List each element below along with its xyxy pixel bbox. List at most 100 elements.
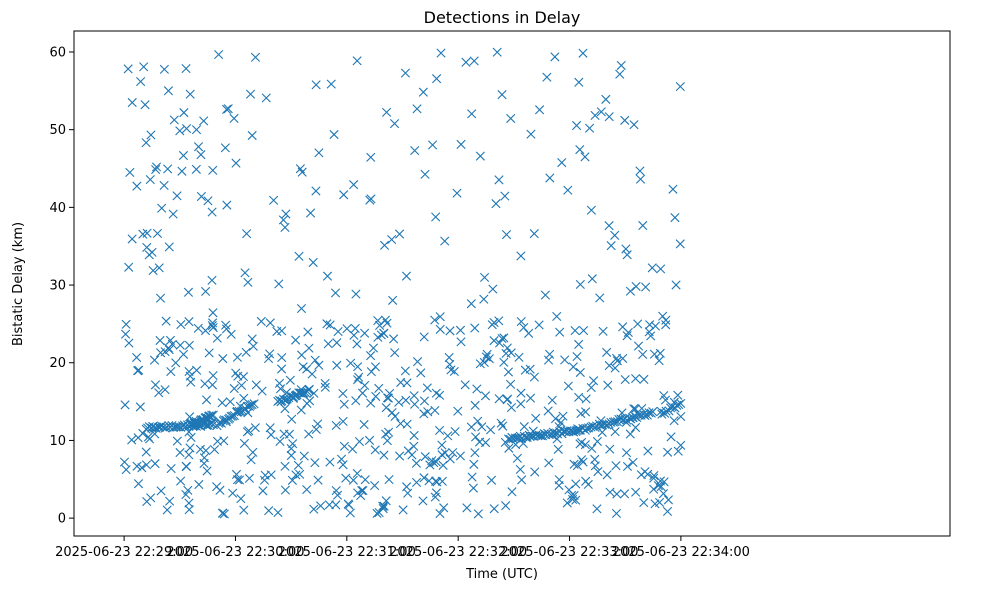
detection-marker [479,272,490,283]
detection-marker [670,213,680,223]
detection-marker [194,479,204,490]
detection-marker [141,447,151,457]
detection-marker [172,436,182,446]
detection-marker [324,500,334,510]
detection-marker [622,461,633,472]
detection-marker [661,406,671,416]
detection-marker [259,475,270,485]
detection-marker [156,486,166,496]
detection-marker [604,221,614,231]
detection-marker [576,408,586,419]
detection-marker [185,443,195,453]
detection-marker [444,352,454,363]
detection-marker [409,441,419,451]
detection-marker [147,247,157,257]
detection-marker [339,190,349,200]
x-tick-label: 2025-06-23 22:31:00 [278,545,416,560]
detection-marker [556,418,566,428]
detection-marker [467,472,477,482]
detection-marker [136,76,146,87]
detection-marker [394,397,404,407]
detection-marker [366,398,376,408]
detection-marker [154,263,164,273]
detection-marker [175,340,185,350]
detection-marker [322,319,332,329]
detection-marker [345,508,355,518]
detection-marker [208,370,218,381]
detection-marker [372,508,382,518]
detection-marker [305,208,316,218]
detection-marker [416,368,426,378]
detection-marker [456,337,466,347]
detection-marker [571,120,582,131]
detection-marker [432,74,442,84]
detection-marker [257,386,267,396]
y-tick-label: 10 [49,434,66,449]
detection-marker [239,505,249,515]
detection-marker [499,357,509,367]
detection-marker [572,351,582,362]
detection-marker [418,496,428,506]
detection-marker [352,56,362,66]
detection-marker [552,311,562,322]
detection-marker [611,508,622,519]
y-axis-label: Bistatic Delay (km) [11,222,26,346]
detection-marker [604,112,614,122]
detection-marker [154,388,164,398]
detection-marker [163,86,174,96]
detection-marker [296,405,306,415]
detection-marker [604,360,614,371]
detection-marker [119,457,130,467]
detection-marker [470,448,480,458]
detection-marker [440,448,450,458]
detection-marker [615,69,625,79]
detection-marker [208,323,218,333]
detection-marker [662,506,673,517]
detection-marker [232,475,243,485]
detection-marker [462,503,472,513]
detection-marker [409,430,419,441]
detection-marker [420,169,430,179]
detection-marker [287,414,297,424]
detection-marker [304,384,314,394]
detection-marker [506,402,517,413]
detection-marker [545,349,555,359]
detection-marker [581,394,591,404]
detection-marker [517,475,527,485]
detection-marker [272,326,282,337]
detection-marker [151,164,161,175]
detection-marker [638,349,648,360]
detection-marker [275,384,286,394]
detection-marker [217,398,227,408]
detection-marker [375,320,385,330]
detection-marker [612,489,622,499]
detection-marker [338,416,348,427]
detection-marker [190,418,201,428]
detection-marker [469,56,479,66]
detection-marker [266,470,276,480]
detection-marker [207,275,217,285]
detection-marker [366,351,376,361]
detection-marker [482,349,492,359]
detection-marker [611,353,622,363]
detection-marker [586,422,596,432]
detection-marker [524,328,534,338]
detection-marker [635,174,646,184]
detection-marker [602,420,612,430]
detection-marker [412,104,422,114]
detection-marker [387,408,397,418]
detection-marker [390,411,400,421]
detection-marker [215,485,225,495]
detection-marker [225,397,235,407]
detection-marker [263,353,274,364]
detection-marker [528,431,539,441]
detection-marker [560,355,570,365]
detection-marker [168,209,178,219]
detection-marker [575,145,585,155]
detection-marker [402,482,412,492]
detection-marker [273,507,283,518]
detection-marker [374,383,384,393]
detection-marker [234,406,244,417]
detection-marker [588,421,598,431]
x-axis-label: Time (UTC) [465,567,538,582]
